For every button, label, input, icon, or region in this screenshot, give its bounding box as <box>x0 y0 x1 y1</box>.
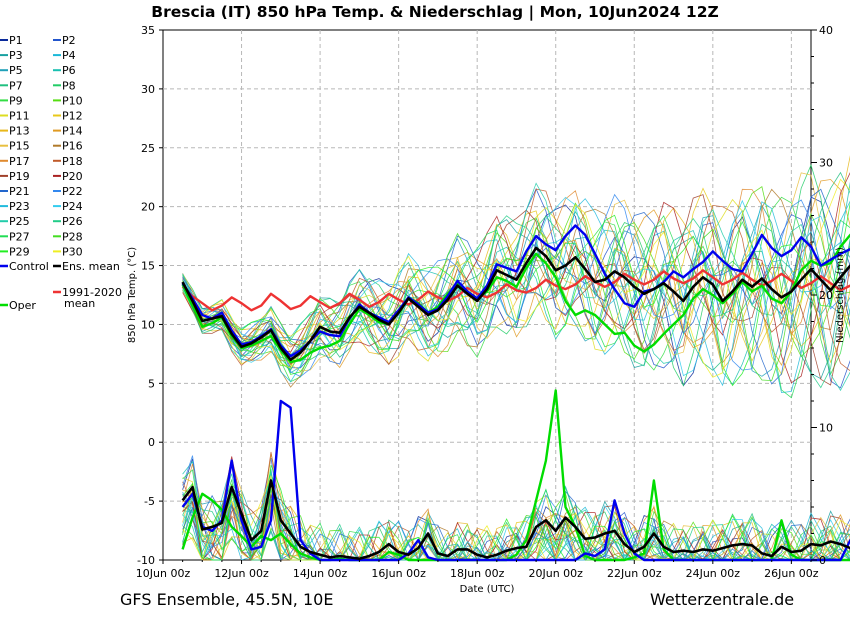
legend-label-p16: P16 <box>62 140 83 153</box>
legend-label-p25: P25 <box>9 215 30 228</box>
y-right-tick-label: 10 <box>819 422 833 435</box>
main-lines <box>181 224 850 562</box>
legend-label-p7: P7 <box>9 79 23 92</box>
legend-label-p29: P29 <box>9 245 30 258</box>
legend-label-p3: P3 <box>9 49 23 62</box>
legend-label-p28: P28 <box>62 230 83 243</box>
x-tick-label: 20Jun 00z <box>529 567 584 580</box>
x-tick-label: 18Jun 00z <box>450 567 505 580</box>
legend-label-p10: P10 <box>62 94 83 107</box>
y-axis-label-left: 850 hPa Temp. (°C) <box>127 247 138 343</box>
legend-label-p5: P5 <box>9 64 23 77</box>
member-temp-p29 <box>182 202 850 387</box>
y-tick-label: 30 <box>141 83 155 96</box>
y-tick-label: 0 <box>148 436 155 449</box>
legend-label-p11: P11 <box>9 110 30 123</box>
member-temp-p20 <box>182 172 850 384</box>
legend-label-p17: P17 <box>9 155 30 168</box>
chart-title: Brescia (IT) 850 hPa Temp. & Niederschla… <box>151 3 718 22</box>
y-tick-label: 10 <box>141 318 155 331</box>
legend-label-ens-mean: Ens. mean <box>62 260 120 273</box>
series-temp-ens-mean <box>181 246 850 362</box>
x-axis-label: Date (UTC) <box>460 584 515 595</box>
legend-label-p24: P24 <box>62 200 83 213</box>
y-axis-label-right: Niederschlag (mm) <box>835 247 846 343</box>
y-right-tick-label: 0 <box>819 554 826 567</box>
y-tick-label: 35 <box>141 24 155 37</box>
member-temp-p26 <box>182 215 850 389</box>
footer-model: GFS Ensemble, 45.5N, 10E <box>120 590 333 609</box>
legend-label-p27: P27 <box>9 230 30 243</box>
legend-label-p23: P23 <box>9 200 30 213</box>
legend-label-p13: P13 <box>9 125 30 138</box>
y-tick-label: -10 <box>137 554 155 567</box>
series-precip-ens-mean <box>181 479 850 561</box>
legend-label-p22: P22 <box>62 185 83 198</box>
legend-label-control: Control <box>9 260 49 273</box>
x-tick-label: 26Jun 00z <box>764 567 819 580</box>
y-tick-label: 25 <box>141 142 155 155</box>
y-axis-left: -10 -5 0 5 10 15 20 25 30 35 <box>137 24 163 567</box>
y-right-tick-label: 20 <box>819 289 833 302</box>
y-tick-label: -5 <box>144 495 155 508</box>
y-right-tick-label: 30 <box>819 157 833 170</box>
x-tick-label: 14Jun 00z <box>293 567 348 580</box>
legend-label-p30: P30 <box>62 245 83 258</box>
legend-label-climate-mean: 1991-2020 <box>62 286 122 299</box>
legend-label-p1: P1 <box>9 34 23 47</box>
legend-label-p26: P26 <box>62 215 83 228</box>
x-tick-label: 10Jun 00z <box>136 567 191 580</box>
series-precip-control <box>181 399 850 562</box>
x-tick-label: 24Jun 00z <box>686 567 741 580</box>
grid <box>163 30 811 560</box>
legend-label-p8: P8 <box>62 79 76 92</box>
legend-label-p4: P4 <box>62 49 76 62</box>
member-temp-p23 <box>182 198 850 387</box>
legend-label-p15: P15 <box>9 140 30 153</box>
y-tick-label: 20 <box>141 201 155 214</box>
series-temp-oper <box>181 233 850 364</box>
x-tick-label: 12Jun 00z <box>214 567 269 580</box>
legend-label-p14: P14 <box>62 125 83 138</box>
y-tick-label: 5 <box>148 377 155 390</box>
y-tick-label: 15 <box>141 260 155 273</box>
legend-label-p2: P2 <box>62 34 76 47</box>
legend-label-p19: P19 <box>9 170 30 183</box>
member-temp-p1 <box>182 196 850 387</box>
x-tick-label: 22Jun 00z <box>607 567 662 580</box>
member-temp-p24 <box>182 196 850 377</box>
series-temp-1991-2020-mean <box>181 269 850 312</box>
member-temp-p22 <box>182 193 850 377</box>
legend-label-p6: P6 <box>62 64 76 77</box>
legend-label-p21: P21 <box>9 185 30 198</box>
legend-label-p20: P20 <box>62 170 83 183</box>
x-tick-label: 16Jun 00z <box>371 567 426 580</box>
legend-label-climate-mean-2: mean <box>64 297 95 310</box>
member-temp-p21 <box>182 188 850 385</box>
x-axis: 10Jun 00z 12Jun 00z 14Jun 00z 16Jun 00z 18Ju… <box>136 560 819 580</box>
series-temp-control <box>181 224 850 358</box>
y-axis-right: 0 10 20 30 40 <box>811 24 833 567</box>
legend-label-oper: Oper <box>9 299 36 312</box>
legend-label-p18: P18 <box>62 155 83 168</box>
legend-label-p12: P12 <box>62 110 83 123</box>
y-right-tick-label: 40 <box>819 24 833 37</box>
footer-source: Wetterzentrale.de <box>650 590 794 609</box>
member-precip-p29 <box>182 464 850 561</box>
legend: P1 P2 P3 P4 P5 P6 P7 P8 P9 P10 P11 P12 P13 P14 P15 P16 P… <box>0 34 122 312</box>
legend-label-p9: P9 <box>9 94 23 107</box>
